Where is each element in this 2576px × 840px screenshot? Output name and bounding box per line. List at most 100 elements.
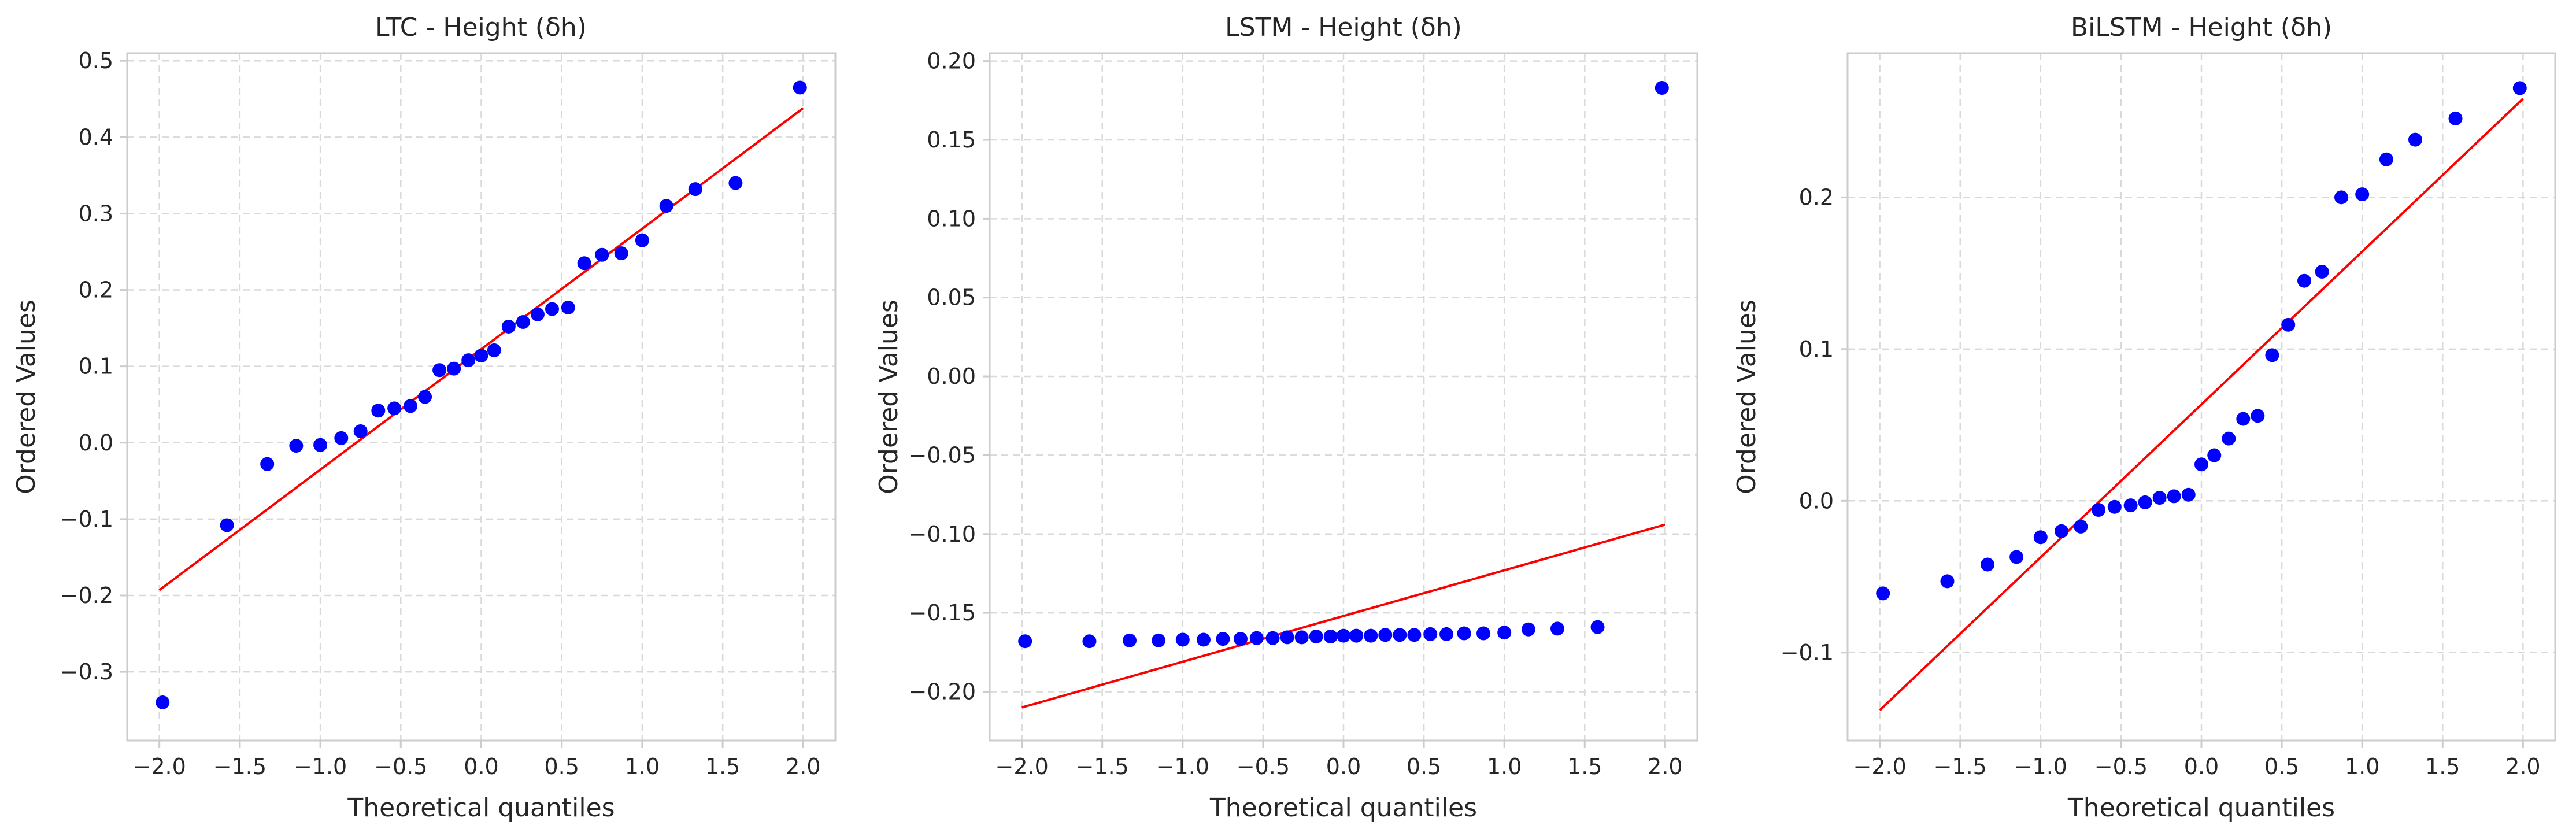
y-tick-label: 0.4 bbox=[79, 124, 113, 150]
chart-title: LTC - Height (δh) bbox=[375, 13, 587, 42]
data-point bbox=[447, 361, 461, 376]
data-point bbox=[1457, 626, 1471, 641]
x-tick-label: 2.0 bbox=[2505, 754, 2540, 779]
data-point bbox=[1196, 632, 1211, 647]
data-point bbox=[530, 307, 545, 321]
x-tick-label: −1.0 bbox=[294, 754, 347, 779]
y-tick-label: 0.0 bbox=[1799, 488, 1834, 513]
data-point bbox=[2033, 530, 2048, 545]
data-point bbox=[1294, 630, 1309, 645]
y-tick-label: 0.5 bbox=[79, 48, 113, 73]
data-point bbox=[2181, 487, 2196, 502]
y-tick-label: −0.15 bbox=[909, 600, 976, 626]
x-axis-label: Theoretical quantiles bbox=[1209, 793, 1477, 823]
data-point bbox=[1123, 633, 1137, 647]
data-point bbox=[371, 404, 386, 418]
x-tick-label: 1.5 bbox=[705, 754, 740, 779]
data-point bbox=[1476, 626, 1491, 641]
grid bbox=[127, 53, 835, 741]
x-tick-label: −0.5 bbox=[374, 754, 427, 779]
data-point bbox=[353, 424, 368, 438]
x-tick-label: −1.0 bbox=[2014, 754, 2067, 779]
data-point bbox=[474, 349, 488, 363]
data-point bbox=[2315, 264, 2329, 279]
chart-panel-2: −2.0 −1.5 −1.0 −0.5 0.0 0.5 1.0 1.5 2.0 −0.20 −0.1… bbox=[874, 13, 1698, 823]
data-point bbox=[2236, 412, 2251, 426]
data-point bbox=[1349, 628, 1364, 643]
plot-content bbox=[156, 80, 807, 709]
data-point bbox=[2167, 489, 2181, 504]
data-point bbox=[220, 518, 234, 532]
x-tick-label: 2.0 bbox=[786, 754, 820, 779]
data-point bbox=[577, 256, 591, 271]
y-tick-label: −0.10 bbox=[909, 521, 976, 547]
x-tick-label: 0.5 bbox=[544, 754, 579, 779]
data-point bbox=[1981, 557, 1995, 572]
data-point bbox=[1018, 634, 1032, 649]
data-point bbox=[1497, 626, 1512, 640]
data-point bbox=[2297, 273, 2312, 288]
x-tick-label: 0.5 bbox=[1407, 754, 1441, 779]
y-axis-label: Ordered Values bbox=[874, 299, 904, 494]
data-point bbox=[2448, 111, 2463, 125]
data-point bbox=[2512, 81, 2527, 95]
x-tick-label: −0.5 bbox=[1237, 754, 1290, 779]
x-tick-label: −2.0 bbox=[1853, 754, 1906, 779]
data-point bbox=[2379, 152, 2393, 166]
data-point bbox=[404, 399, 417, 413]
data-point bbox=[334, 431, 349, 445]
x-tick-label: −1.0 bbox=[1156, 754, 1209, 779]
y-tick-label: −0.20 bbox=[909, 679, 976, 704]
y-tick-label: 0.1 bbox=[79, 354, 113, 379]
x-tick-label: −0.5 bbox=[2094, 754, 2148, 779]
y-tick-label: 0.2 bbox=[79, 277, 113, 303]
data-point bbox=[2009, 550, 2024, 564]
y-tick-label: −0.2 bbox=[60, 583, 113, 608]
plot-content bbox=[1876, 81, 2527, 711]
y-tick-label: 0.2 bbox=[1799, 184, 1834, 210]
fit-line bbox=[1879, 98, 2524, 711]
x-tick-label: 0.5 bbox=[2264, 754, 2299, 779]
data-point bbox=[793, 80, 807, 95]
data-point bbox=[516, 315, 530, 330]
y-tick-label: −0.1 bbox=[60, 506, 113, 532]
y-tick-label: 0.3 bbox=[79, 201, 113, 226]
data-point bbox=[2222, 431, 2236, 446]
data-point bbox=[2251, 409, 2265, 423]
x-tick-label: 0.0 bbox=[1326, 754, 1361, 779]
data-point bbox=[614, 246, 628, 261]
data-point bbox=[1364, 628, 1378, 643]
x-tick-label: −1.5 bbox=[213, 754, 267, 779]
x-axis-label: Theoretical quantiles bbox=[347, 793, 615, 823]
data-point bbox=[2138, 495, 2152, 509]
data-point bbox=[2107, 499, 2122, 514]
y-axis-label: Ordered Values bbox=[12, 299, 41, 494]
data-point bbox=[688, 182, 702, 197]
data-point bbox=[2355, 187, 2370, 202]
data-point bbox=[313, 438, 328, 452]
data-point bbox=[260, 457, 275, 471]
data-point bbox=[1550, 621, 1564, 636]
x-axis-label: Theoretical quantiles bbox=[2067, 793, 2335, 823]
x-tick-label: 1.0 bbox=[1487, 754, 1522, 779]
data-point bbox=[1521, 622, 1535, 637]
data-point bbox=[2265, 348, 2279, 362]
data-point bbox=[2408, 132, 2422, 147]
chart-title: LSTM - Height (δh) bbox=[1225, 13, 1462, 42]
x-tick-label: 1.0 bbox=[2345, 754, 2379, 779]
data-point bbox=[2054, 524, 2068, 538]
data-point bbox=[487, 343, 501, 357]
data-point bbox=[2074, 519, 2088, 534]
x-tick-label: 0.0 bbox=[2184, 754, 2219, 779]
y-tick-label: 0.20 bbox=[927, 49, 976, 74]
data-point bbox=[2334, 190, 2349, 205]
x-tick-label: 0.0 bbox=[464, 754, 498, 779]
data-point bbox=[418, 390, 432, 404]
data-point bbox=[1249, 631, 1264, 645]
data-point bbox=[1152, 633, 1166, 647]
data-point bbox=[387, 401, 402, 416]
data-point bbox=[1216, 632, 1230, 646]
x-tick-label: −2.0 bbox=[995, 754, 1048, 779]
data-point bbox=[1423, 627, 1438, 641]
